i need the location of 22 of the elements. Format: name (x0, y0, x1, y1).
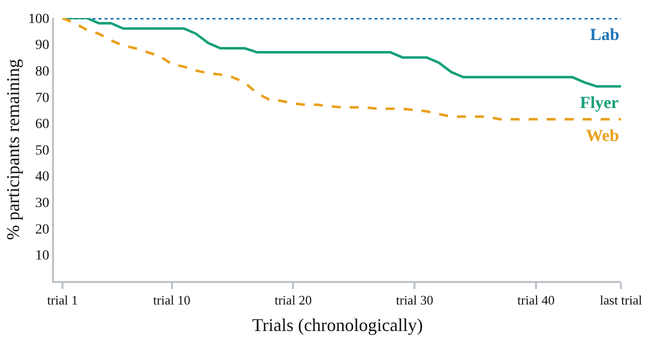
x-tick-label: trial 10 (153, 292, 190, 308)
x-tick-label: trial 20 (274, 292, 312, 308)
x-axis-title: Trials (chronologically) (252, 315, 423, 336)
y-tick-label: 70 (35, 90, 50, 106)
series-label: Flyer (580, 93, 620, 112)
line-series (61, 18, 621, 121)
x-tick-label: trial 1 (47, 292, 78, 308)
y-tick-label: 40 (35, 170, 50, 185)
y-tick-label: 60 (35, 117, 50, 132)
y-tick-label: 100 (28, 12, 50, 27)
x-tick-label: last trial (600, 292, 642, 308)
y-tick-label: 80 (35, 64, 50, 80)
x-tick-label: trial 30 (396, 292, 434, 308)
y-tick-label: 10 (35, 248, 50, 264)
x-tick-label: trial 40 (517, 292, 555, 308)
y-tick-label: 90 (35, 38, 50, 54)
series-label: Web (586, 126, 620, 145)
y-axis-title: % participants remaining (2, 59, 23, 240)
y-tick-label: 20 (35, 222, 50, 238)
y-tick-label: 30 (35, 196, 50, 211)
y-tick-label: 50 (35, 143, 50, 158)
series-label: Lab (590, 25, 620, 44)
